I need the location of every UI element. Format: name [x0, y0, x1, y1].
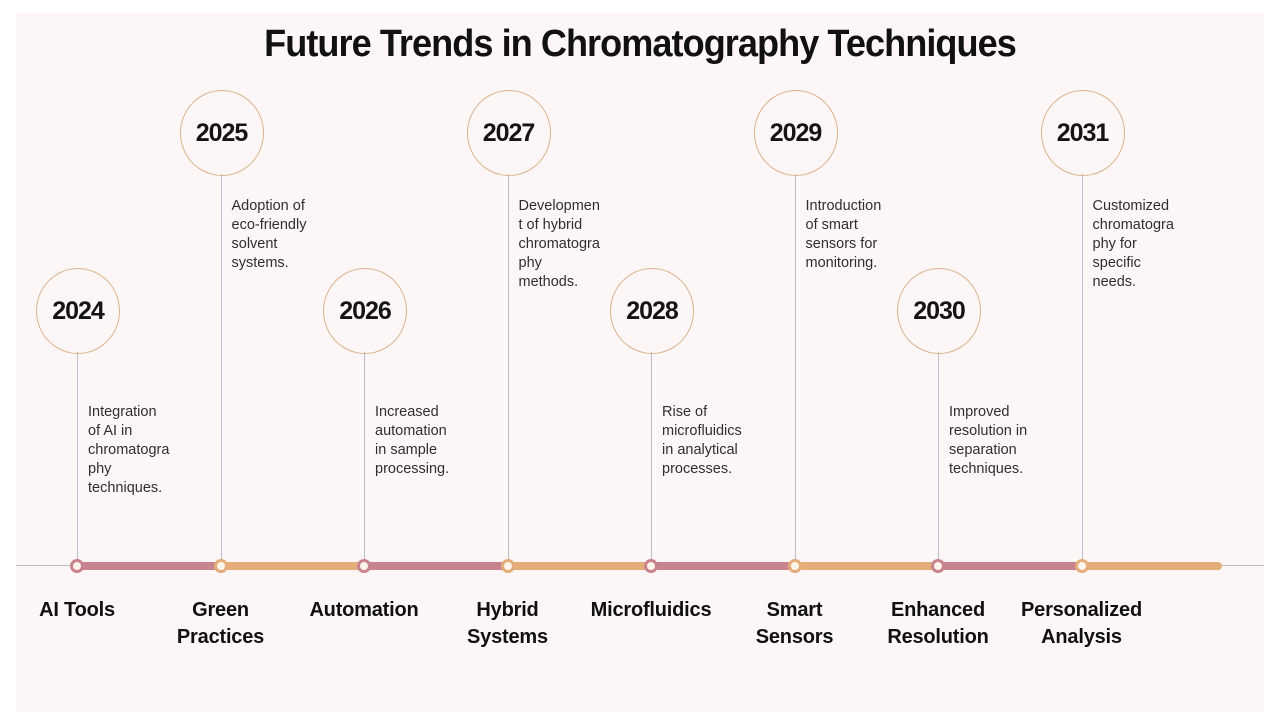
milestone-label: Smart Sensors	[755, 599, 834, 648]
milestone-description: Increased automation in sample processin…	[375, 404, 450, 477]
milestone-label: Automation	[309, 599, 419, 621]
timeline-dot	[931, 559, 945, 573]
connector-line	[220, 174, 222, 563]
milestone-label: Enhanced Resolution	[887, 599, 989, 648]
connector-line	[77, 352, 78, 563]
year-text: 2029	[769, 118, 823, 147]
page-title: Future Trends in Chromatography Techniqu…	[264, 23, 1017, 65]
year-text: 2028	[626, 296, 679, 325]
year-circle: 2029	[753, 90, 838, 176]
milestone-label: Personalized Analysis	[1021, 599, 1142, 648]
connector-line	[938, 352, 939, 563]
milestone-description: Integration of AI in chromatogra phy tec…	[88, 404, 170, 496]
timeline-segment	[794, 562, 938, 570]
milestone-label: Green Practices	[176, 599, 265, 648]
connector-line	[364, 352, 365, 563]
year-text: 2027	[482, 118, 536, 147]
timeline-dot	[357, 559, 371, 573]
milestone-label: Microfluidics	[590, 599, 712, 621]
timeline-segment	[651, 562, 795, 570]
timeline-dot	[644, 559, 658, 573]
year-circle: 2024	[36, 268, 120, 354]
connector-line	[794, 174, 796, 563]
timeline-dot	[1074, 559, 1089, 573]
timeline-segment	[1081, 562, 1222, 570]
year-circle: 2027	[466, 90, 551, 176]
timeline-segment	[220, 562, 364, 570]
connector-line	[1081, 174, 1083, 563]
milestone-label: Hybrid Systems	[467, 599, 548, 648]
year-circle: 2026	[323, 268, 407, 354]
timeline-dot	[787, 559, 802, 573]
year-circle: 2031	[1040, 90, 1125, 176]
milestone-description: Developmen t of hybrid chromatogra phy m…	[518, 198, 600, 290]
timeline-dot	[70, 559, 84, 573]
milestone-description: Improved resolution in separation techni…	[949, 404, 1028, 477]
year-text: 2030	[913, 296, 966, 325]
connector-line	[507, 174, 509, 563]
year-circle: 2030	[897, 268, 981, 354]
slide-panel: Future Trends in Chromatography Techniqu…	[16, 13, 1264, 712]
year-text: 2026	[339, 296, 392, 325]
year-text: 2025	[195, 118, 249, 147]
milestone-description: Rise of microfluidics in analytical proc…	[662, 404, 742, 477]
year-text: 2031	[1056, 118, 1110, 147]
milestone-label: AI Tools	[39, 599, 115, 621]
milestone-description: Customized chromatogra phy for specific …	[1092, 198, 1174, 290]
timeline-dot	[500, 559, 515, 573]
year-circle: 2025	[179, 90, 264, 176]
timeline-segment	[507, 562, 651, 570]
year-text: 2024	[52, 296, 105, 325]
milestone-description: Adoption of eco-friendly solvent systems…	[231, 198, 307, 271]
connector-line	[651, 352, 652, 563]
timeline-segment	[938, 562, 1082, 570]
timeline-dot	[213, 559, 228, 573]
year-circle: 2028	[610, 268, 694, 354]
timeline-segment	[77, 562, 221, 570]
timeline-segment	[364, 562, 508, 570]
milestone-description: Introduction of smart sensors for monito…	[805, 198, 882, 271]
